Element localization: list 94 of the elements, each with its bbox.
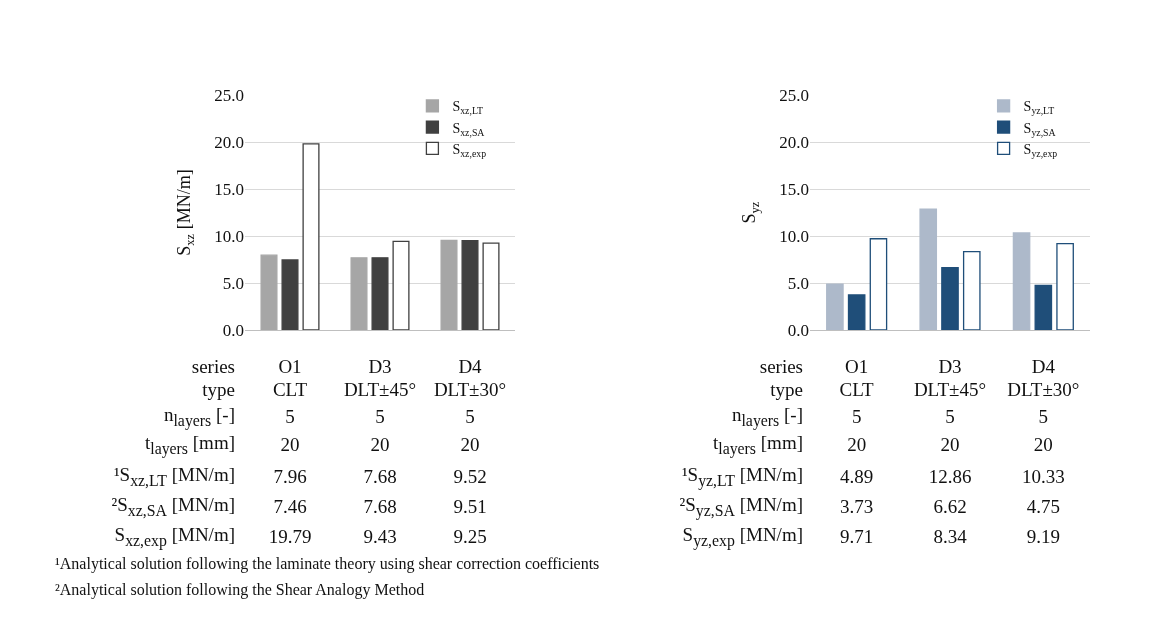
text: type [202, 379, 235, 401]
bar [1012, 232, 1031, 330]
data-label: 9.43 [363, 526, 397, 548]
y-tick-label: 25.0 [214, 85, 244, 105]
text: CLT [839, 379, 874, 401]
text: 20 [370, 434, 390, 456]
text: ¹S$_{xz,LT}$ [MN/m] [113, 464, 235, 490]
text: 5 [285, 406, 295, 428]
bar [869, 238, 888, 330]
legend-label: S$_{yz,exp}$ [1023, 141, 1058, 159]
bar [1056, 242, 1074, 330]
legend-label: S$_{xz,exp}$ [452, 141, 487, 159]
x-tick-label: D3 [368, 356, 392, 378]
bar [350, 257, 368, 330]
text: DLT±45° [913, 379, 987, 401]
text: 20 [280, 434, 300, 456]
y-tick-label: 20.0 [214, 132, 244, 152]
x-tick-label: O1 [278, 356, 302, 378]
text: 5 [945, 406, 955, 428]
y-tick-label: 15.0 [779, 179, 809, 199]
data-label: 9.71 [840, 526, 874, 548]
text: n$_{layers}$ [-] [731, 404, 803, 430]
x-tick-label: D3 [938, 356, 962, 378]
text: 5 [375, 406, 385, 428]
y-tick-label: 25.0 [779, 85, 809, 105]
data-label: 7.68 [363, 496, 397, 518]
text: ¹Analytical solution following the laminate theory using shear correction coefficients [55, 555, 600, 573]
bar [440, 239, 458, 330]
legend-label: S$_{xz,SA}$ [452, 120, 485, 138]
y-tick-label: 20.0 [779, 132, 809, 152]
text: S$_{yz,exp}$ [MN/m] [682, 524, 803, 550]
bar [281, 259, 299, 330]
legend-label: S$_{xz,LT}$ [452, 99, 483, 117]
text: 5 [851, 406, 862, 428]
data-label: 3.73 [840, 496, 874, 518]
y-tick-label: 5.0 [787, 273, 809, 293]
data-label: 9.52 [453, 466, 487, 488]
text: DLT±30° [1007, 379, 1080, 401]
y-tick-label: 5.0 [222, 273, 244, 293]
data-label: 4.75 [1026, 496, 1060, 518]
data-label: 8.34 [933, 526, 967, 548]
data-label: 7.96 [273, 466, 307, 488]
data-label: 12.86 [928, 466, 972, 488]
y-tick-label: 0.0 [222, 320, 244, 340]
text: 5 [1038, 406, 1049, 428]
text: type [770, 379, 803, 401]
data-label: 9.51 [453, 496, 487, 518]
text: ¹S$_{yz,LT}$ [MN/m] [681, 464, 803, 490]
y-tick-label: 10.0 [214, 226, 244, 246]
bar [302, 143, 320, 330]
data-label: 9.25 [453, 526, 487, 548]
text: 5 [465, 406, 475, 428]
text: series [759, 356, 803, 378]
bar [461, 239, 479, 330]
bar [847, 294, 866, 330]
text: S$_{xz,exp}$ [MN/m] [114, 524, 235, 550]
text: DLT±30° [433, 379, 507, 401]
text: ²S$_{yz,SA}$ [MN/m] [679, 494, 803, 520]
data-label: 9.19 [1026, 526, 1060, 548]
text: series [191, 356, 235, 378]
x-tick-label: D4 [458, 356, 482, 378]
data-label: 7.68 [363, 466, 397, 488]
y-tick-label: 15.0 [214, 179, 244, 199]
text: ²S$_{xz,SA}$ [MN/m] [111, 494, 235, 520]
bar [392, 240, 410, 330]
text: ²Analytical solution following the Shear Analogy Method [55, 581, 425, 599]
text: t$_{layers}$ [mm] [712, 432, 803, 458]
data-label: 10.33 [1021, 466, 1065, 488]
text: 20 [847, 434, 867, 456]
bar [371, 257, 389, 330]
bar [260, 254, 278, 330]
x-tick-label: O1 [845, 356, 869, 378]
data-label: 19.79 [268, 526, 312, 548]
data-label: 7.46 [273, 496, 307, 518]
data-label: 6.62 [933, 496, 967, 518]
text: DLT±45° [343, 379, 417, 401]
y-tick-label: 10.0 [779, 226, 809, 246]
bar [919, 208, 938, 330]
text: n$_{layers}$ [-] [163, 404, 235, 430]
x-tick-label: D4 [1031, 356, 1055, 378]
legend-label: S$_{yz,SA}$ [1023, 120, 1056, 138]
bar [826, 283, 844, 330]
text: CLT [272, 379, 308, 401]
text: 20 [940, 434, 960, 456]
data-label: 4.89 [840, 466, 874, 488]
text: 20 [1033, 434, 1053, 456]
text: t$_{layers}$ [mm] [144, 432, 235, 458]
y-tick-label: 0.0 [787, 320, 809, 340]
bar [962, 250, 981, 330]
bar [1034, 284, 1053, 330]
bar [482, 242, 500, 330]
bar [941, 267, 959, 330]
legend-label: S$_{yz,LT}$ [1023, 99, 1055, 117]
text: 20 [460, 434, 480, 456]
